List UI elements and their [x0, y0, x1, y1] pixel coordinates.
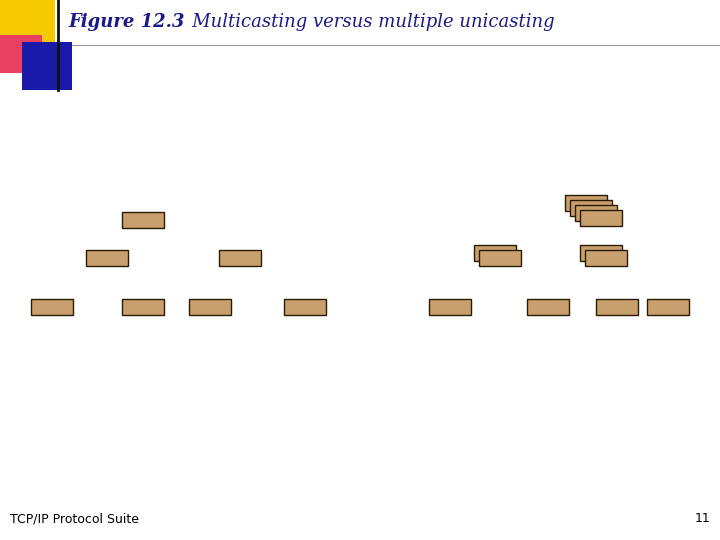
Bar: [596, 299, 638, 315]
Text: TCP/IP Protocol Suite: TCP/IP Protocol Suite: [10, 512, 139, 525]
Text: 11: 11: [694, 512, 710, 525]
Bar: [575, 205, 617, 221]
Bar: [219, 250, 261, 266]
Bar: [86, 250, 128, 266]
Bar: [31, 299, 73, 315]
Bar: [0, 35, 42, 73]
Bar: [429, 299, 471, 315]
Bar: [647, 299, 689, 315]
Bar: [0, 0, 55, 45]
Bar: [479, 250, 521, 266]
Bar: [527, 299, 569, 315]
Bar: [585, 250, 627, 266]
Bar: [580, 210, 622, 226]
Bar: [122, 212, 164, 228]
Text: Multicasting versus multiple unicasting: Multicasting versus multiple unicasting: [175, 13, 554, 31]
Bar: [22, 42, 72, 90]
Bar: [474, 245, 516, 261]
Bar: [565, 195, 607, 211]
Text: Figure 12.3: Figure 12.3: [68, 13, 184, 31]
Bar: [570, 200, 612, 216]
Bar: [284, 299, 326, 315]
Bar: [189, 299, 231, 315]
Bar: [580, 245, 622, 261]
Bar: [122, 299, 164, 315]
